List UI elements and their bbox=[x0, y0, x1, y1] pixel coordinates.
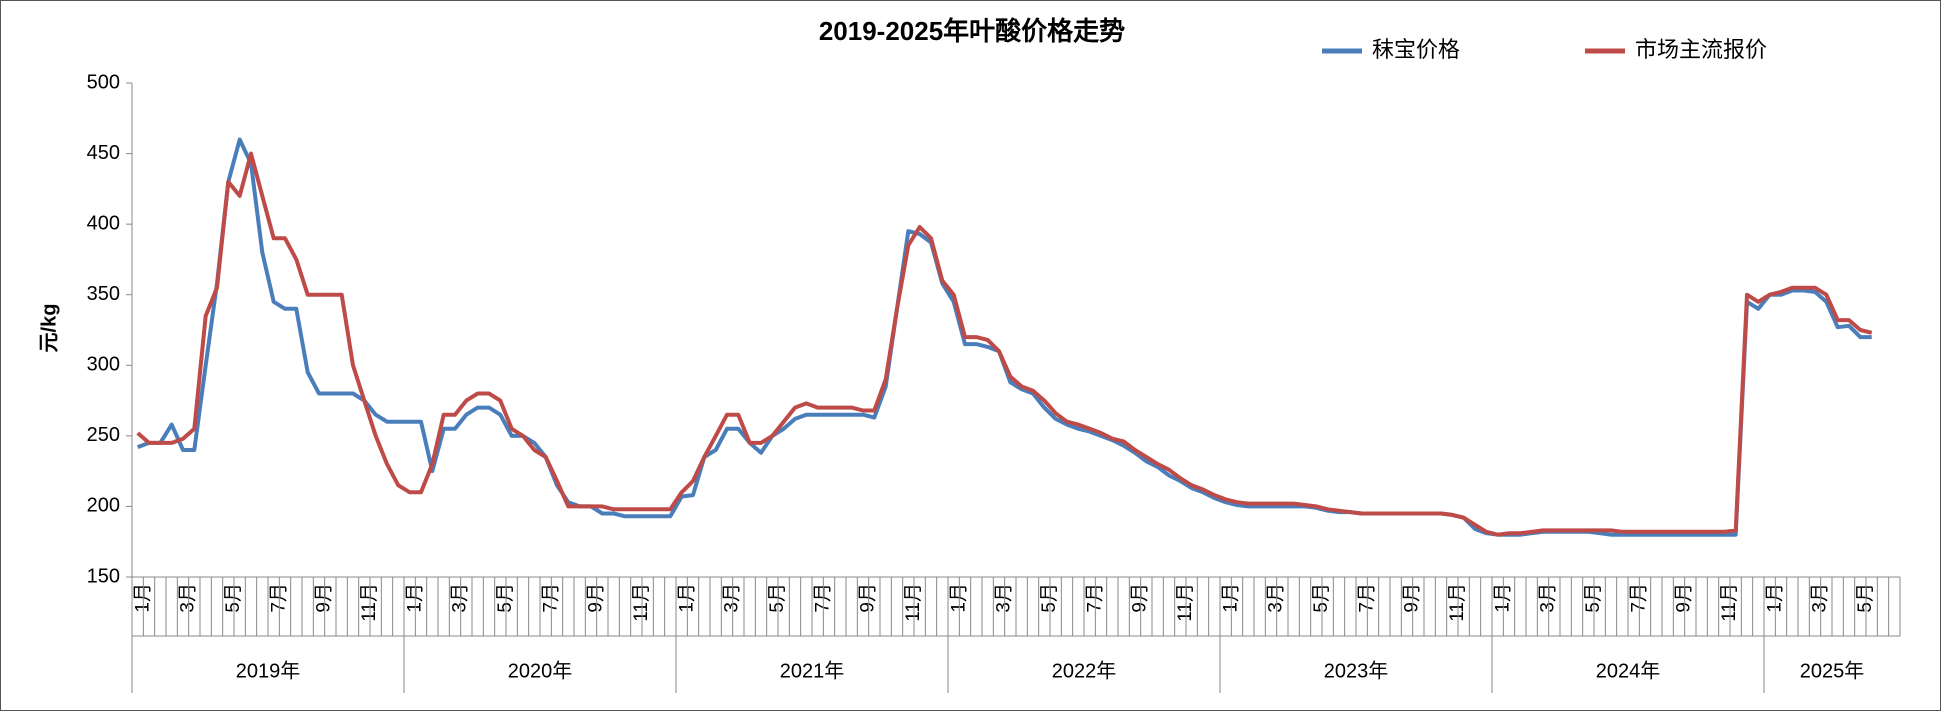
y-tick-label: 300 bbox=[87, 354, 120, 376]
x-group-label: 2023年 bbox=[1324, 659, 1389, 682]
y-tick-label: 150 bbox=[87, 565, 120, 587]
y-tick-label: 200 bbox=[87, 495, 120, 517]
y-tick-label: 250 bbox=[87, 424, 120, 446]
x-group-label: 2024年 bbox=[1596, 659, 1661, 682]
x-group-label: 2019年 bbox=[236, 659, 301, 682]
x-group-label: 2025年 bbox=[1800, 659, 1865, 682]
legend-label: 市场主流报价 bbox=[1635, 37, 1767, 62]
y-tick-label: 500 bbox=[87, 71, 120, 93]
chart-title: 2019-2025年叶酸价格走势 bbox=[819, 16, 1125, 46]
y-tick-label: 450 bbox=[87, 142, 120, 164]
y-axis-label: 元/kg bbox=[38, 304, 60, 353]
y-tick-label: 350 bbox=[87, 283, 120, 305]
series-line bbox=[136, 151, 1873, 537]
x-group-label: 2022年 bbox=[1052, 659, 1117, 682]
x-group-label: 2020年 bbox=[508, 659, 573, 682]
y-tick-label: 400 bbox=[87, 212, 120, 234]
legend-label: 秣宝价格 bbox=[1372, 37, 1460, 62]
x-group-label: 2021年 bbox=[780, 659, 845, 682]
